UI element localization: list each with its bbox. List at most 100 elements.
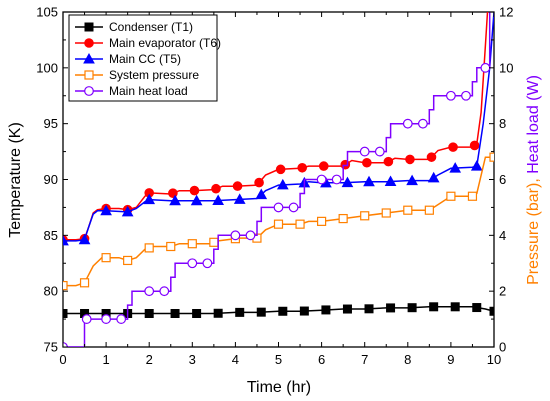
legend-swatch-marker-4 (84, 86, 94, 96)
y-left-tick-label-75: 75 (44, 340, 58, 355)
series-2-point-13 (341, 176, 354, 188)
series-3-point-1 (79, 278, 90, 288)
y-right-tick-label-6: 6 (499, 172, 506, 187)
series-1-point-5 (168, 188, 178, 198)
series-3-point-2 (101, 253, 111, 263)
series-1-point-11 (297, 162, 308, 173)
series-1-point-7 (211, 183, 221, 194)
series-3-point-14 (360, 211, 370, 221)
series-4-point-10 (273, 202, 284, 213)
series-0 (63, 302, 494, 318)
series-3-point-7 (209, 237, 219, 247)
legend: Condenser (T1) Main evaporator (T6) Main C… (68, 14, 221, 102)
series-4-point-20 (480, 62, 491, 73)
series-0-point-19 (472, 303, 482, 313)
series-2-point-7 (212, 194, 225, 205)
series-1-point-13 (340, 159, 351, 170)
series-4-point-13 (331, 174, 342, 185)
legend-label-3: System pressure (109, 68, 199, 82)
series-2-point-19 (470, 160, 483, 171)
series-1-point-19 (469, 140, 480, 151)
series-0-point-0 (63, 309, 68, 318)
series-0-point-10 (278, 306, 288, 316)
series-4-point-5 (159, 286, 170, 297)
legend-swatch-marker-1 (84, 38, 94, 48)
series-2-point-15 (384, 175, 397, 187)
series-4 (63, 12, 491, 347)
series-group (63, 12, 494, 347)
series-3-point-11 (295, 219, 305, 229)
legend-swatch-marker-2 (83, 52, 95, 64)
legend-swatch-marker-0 (84, 22, 94, 32)
series-3-point-18 (446, 191, 456, 201)
series-4-point-19 (461, 90, 471, 101)
series-4-point-7 (202, 258, 213, 269)
series-3-point-4 (144, 243, 154, 253)
y-axis-right-label-part-0: Pressure (bar), (525, 178, 542, 285)
series-2-point-17 (427, 171, 440, 183)
series-0-point-18 (450, 302, 460, 312)
y-left-tick-label-85: 85 (44, 228, 58, 243)
series-3-point-13 (338, 213, 348, 224)
series-4-point-16 (402, 118, 413, 129)
series-2-point-5 (169, 194, 181, 206)
series-1-point-17 (426, 152, 437, 162)
series-4-point-2 (101, 314, 111, 324)
series-2-point-1 (78, 233, 91, 245)
x-axis-label: Time (hr) (247, 379, 311, 396)
series-1-point-15 (383, 156, 394, 167)
series-2-point-8 (233, 193, 246, 204)
series-3-point-19 (467, 191, 478, 201)
series-3-point-16 (403, 205, 413, 215)
y-axis-right-label: Pressure (bar), Heat load (W) (525, 75, 542, 285)
series-0-point-20 (489, 306, 494, 316)
legend-label-0: Condenser (T1) (109, 20, 193, 34)
y-axis-right-label-part-1: Heat load (W) (525, 75, 542, 178)
x-tick-label-1: 1 (102, 352, 109, 367)
legend-label-4: Main heat load (109, 84, 188, 98)
series-4-point-4 (144, 286, 155, 297)
series-1-point-6 (189, 185, 200, 196)
series-2-point-2 (100, 204, 112, 216)
series-4-point-15 (374, 146, 385, 157)
series-3-point-20 (489, 152, 494, 162)
x-tick-label-9: 9 (447, 352, 454, 367)
series-3-point-6 (187, 239, 197, 249)
series-3-point-17 (424, 205, 434, 215)
series-3-point-10 (273, 219, 284, 229)
series-1-point-12 (318, 161, 329, 171)
x-tick-label-2: 2 (146, 352, 153, 367)
series-3-point-12 (317, 216, 327, 226)
series-1-point-18 (448, 142, 458, 152)
series-line-4 (63, 12, 491, 347)
series-3-point-5 (166, 241, 176, 252)
x-tick-label-4: 4 (232, 352, 239, 367)
series-0-point-12 (321, 305, 331, 315)
series-4-point-9 (245, 230, 256, 241)
y-right-tick-label-10: 10 (499, 60, 513, 75)
series-2-point-16 (406, 174, 418, 186)
y-right-tick-label-0: 0 (499, 340, 506, 355)
series-4-point-6 (187, 258, 198, 269)
legend-label-1: Main evaporator (T6) (109, 36, 221, 50)
series-2-point-3 (121, 205, 134, 217)
y-axis-left-label: Temperature (K) (7, 122, 24, 238)
series-0-point-16 (407, 303, 417, 313)
series-line-2 (63, 12, 494, 242)
legend-label-2: Main CC (T5) (109, 52, 181, 66)
series-3-point-15 (381, 208, 391, 218)
y-left-tick-label-80: 80 (44, 284, 58, 299)
series-4-point-12 (316, 174, 327, 185)
series-0-point-8 (235, 307, 245, 317)
series-0-point-13 (342, 304, 352, 314)
y-right-tick-label-2: 2 (499, 284, 506, 299)
series-0-point-11 (299, 306, 309, 316)
series-2-point-0 (63, 234, 69, 246)
legend-box (68, 14, 218, 102)
series-0-point-5 (170, 309, 180, 318)
series-4-point-14 (359, 146, 370, 157)
series-4-point-18 (446, 90, 456, 101)
series-2-point-10 (276, 178, 289, 190)
